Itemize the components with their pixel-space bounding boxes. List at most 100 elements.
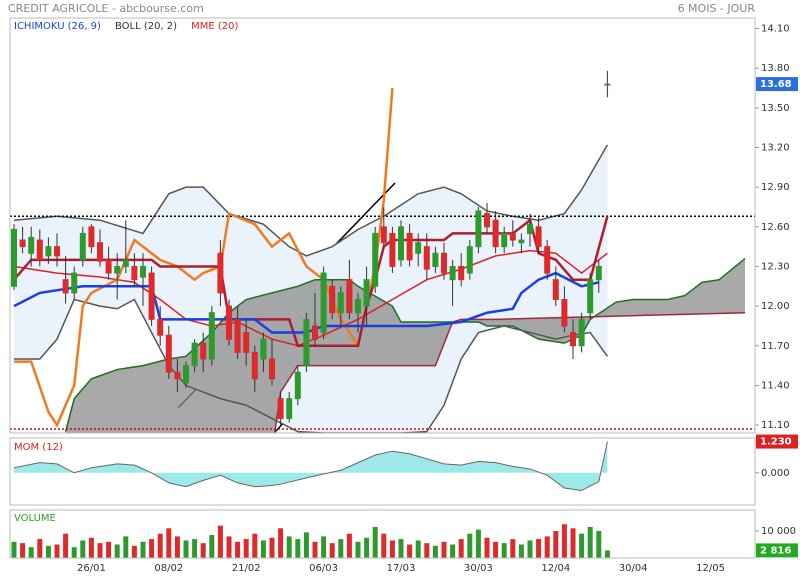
x-tick-label: 12/05	[696, 563, 725, 574]
candle-body	[406, 232, 413, 261]
volume-bar	[510, 539, 516, 558]
volume-bar	[329, 543, 335, 558]
candle-body	[475, 210, 482, 248]
volume-bar	[441, 541, 447, 558]
candle-body	[243, 332, 250, 353]
period: 6 MOIS - JOUR	[678, 2, 756, 15]
candle-body	[217, 252, 224, 294]
volume-bar	[123, 536, 129, 558]
candle-body	[286, 398, 293, 419]
candle-body	[165, 334, 172, 373]
volume-bar	[346, 533, 352, 558]
price-panel	[10, 70, 755, 433]
candle-body	[449, 265, 456, 281]
volume-bar	[11, 541, 17, 558]
y-tick-label: 10 000	[761, 526, 796, 537]
x-tick-label: 26/01	[77, 563, 106, 574]
volume-bar	[579, 533, 585, 558]
volume-bar	[312, 541, 318, 558]
legend-label: BOLL (20, 2)	[115, 21, 177, 32]
candle-body	[595, 265, 602, 281]
volume-bar	[553, 531, 559, 558]
bollinger-upper	[13, 144, 609, 257]
candle-body	[492, 219, 499, 248]
volume-bar	[286, 536, 292, 558]
candle-body	[131, 265, 138, 281]
candle-body	[294, 371, 301, 400]
candle-body	[148, 272, 155, 320]
candle-body	[501, 232, 508, 248]
volume-bar	[149, 539, 155, 558]
candle-body	[36, 239, 43, 261]
volume-bar	[37, 539, 43, 558]
candle-body	[604, 83, 611, 86]
volume-bar	[243, 539, 249, 558]
x-tick-label: 12/04	[541, 563, 570, 574]
x-tick-label: 30/04	[619, 563, 648, 574]
volume-bar	[467, 533, 473, 558]
last-value-box	[756, 543, 798, 558]
candle-body	[174, 371, 181, 380]
volume-bar	[484, 537, 490, 558]
volume-bar	[501, 543, 507, 558]
volume-bar	[355, 541, 361, 558]
volume-bar	[295, 539, 301, 558]
candle-body	[191, 342, 198, 367]
panel-title: MOM (12)	[14, 442, 63, 453]
candle-body	[337, 292, 344, 314]
candle-body	[62, 279, 69, 294]
y-tick-label: 0.000	[761, 468, 790, 479]
candle-body	[11, 228, 17, 287]
volume-bar	[71, 547, 77, 558]
candle-body	[312, 325, 318, 340]
candle-body	[329, 285, 336, 314]
candle-body	[79, 232, 86, 261]
y-tick-label: 13.50	[761, 103, 790, 114]
legend-label: MME (20)	[191, 21, 238, 32]
panel-title: VOLUME	[14, 513, 56, 524]
candle-body	[570, 332, 576, 347]
volume-bar	[20, 543, 26, 558]
candle-body	[415, 242, 422, 254]
candle-body	[578, 318, 585, 347]
bollinger-lower	[14, 298, 609, 433]
candle-body	[527, 223, 533, 234]
volume-bar	[570, 528, 576, 558]
volume-bar	[174, 536, 180, 558]
volume-bar	[235, 541, 241, 558]
volume-bar	[493, 541, 499, 558]
candle-body	[140, 265, 146, 278]
volume-bar	[432, 545, 438, 558]
volume-bar	[544, 536, 550, 558]
candle-body	[303, 318, 310, 367]
volume-bar	[192, 539, 198, 558]
x-tick-label: 06/03	[309, 563, 338, 574]
candle-body	[380, 226, 387, 244]
candle-body	[552, 279, 559, 301]
panel-frame	[9, 509, 756, 559]
volume-bar	[80, 540, 86, 558]
y-tick-label: 13.20	[761, 143, 790, 154]
volume-bar	[200, 543, 206, 558]
candle-body	[398, 226, 404, 261]
candle-body	[71, 272, 78, 294]
candle-body	[183, 365, 189, 384]
y-tick-label: 11.10	[761, 420, 790, 431]
candle-body	[97, 242, 103, 262]
volume-bar	[114, 544, 120, 558]
candle-body	[355, 299, 361, 314]
volume-bar	[157, 533, 163, 558]
candle-body	[200, 342, 207, 360]
volume-bar	[321, 536, 327, 558]
volume-bar	[415, 540, 421, 558]
last-value-label: 1.230	[760, 437, 792, 448]
y-tick-label: 12.00	[761, 301, 790, 312]
candle-body	[269, 358, 275, 380]
y-tick-label: 11.70	[761, 341, 790, 352]
candle-body	[28, 236, 35, 254]
candle-body	[561, 299, 568, 327]
volume-bar	[260, 540, 266, 558]
volume-bar	[398, 539, 404, 558]
axes: ICHIMOKU (26, 9) BOLL (20, 2) MME (20) 26/0…	[9, 17, 798, 574]
